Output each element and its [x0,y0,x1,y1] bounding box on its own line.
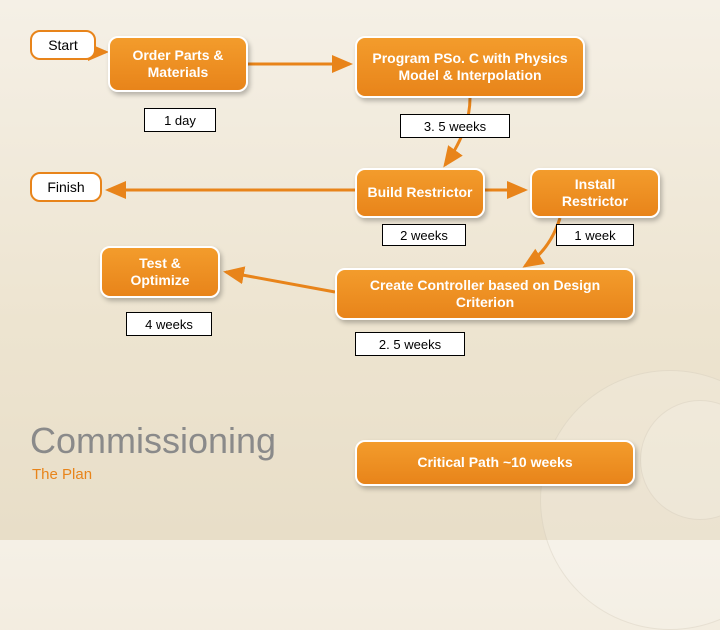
program-label: Program PSo. C with Physics Model & Inte… [367,50,573,85]
program-node: Program PSo. C with Physics Model & Inte… [355,36,585,98]
page-title: Commissioning [30,420,276,462]
finish-node: Finish [30,172,102,202]
critical-node: Critical Path ~10 weeks [355,440,635,486]
install-label: Install Restrictor [542,176,648,211]
build-time-label: 2 weeks [400,228,448,243]
order-label: Order Parts & Materials [120,47,236,82]
program-time-label: 3. 5 weeks [424,119,486,134]
build-node: Build Restrictor [355,168,485,218]
test-label: Test & Optimize [112,255,208,290]
title-sub-text: The Plan [32,466,92,483]
order-time-label: 1 day [164,113,196,128]
build-label: Build Restrictor [367,184,472,202]
controller-node: Create Controller based on Design Criter… [335,268,635,320]
controller-label: Create Controller based on Design Criter… [347,277,623,312]
build-time: 2 weeks [382,224,466,246]
install-node: Install Restrictor [530,168,660,218]
test-time-label: 4 weeks [145,317,193,332]
finish-label: Finish [47,179,84,195]
start-label: Start [48,37,78,53]
install-time: 1 week [556,224,634,246]
install-time-label: 1 week [574,228,615,243]
test-time: 4 weeks [126,312,212,336]
page-subtitle: The Plan [32,466,92,483]
start-node: Start [30,30,96,60]
order-time: 1 day [144,108,216,132]
title-main-text: Commissioning [30,420,276,461]
test-node: Test & Optimize [100,246,220,298]
controller-time: 2. 5 weeks [355,332,465,356]
order-node: Order Parts & Materials [108,36,248,92]
controller-time-label: 2. 5 weeks [379,337,441,352]
program-time: 3. 5 weeks [400,114,510,138]
critical-label: Critical Path ~10 weeks [417,454,572,472]
